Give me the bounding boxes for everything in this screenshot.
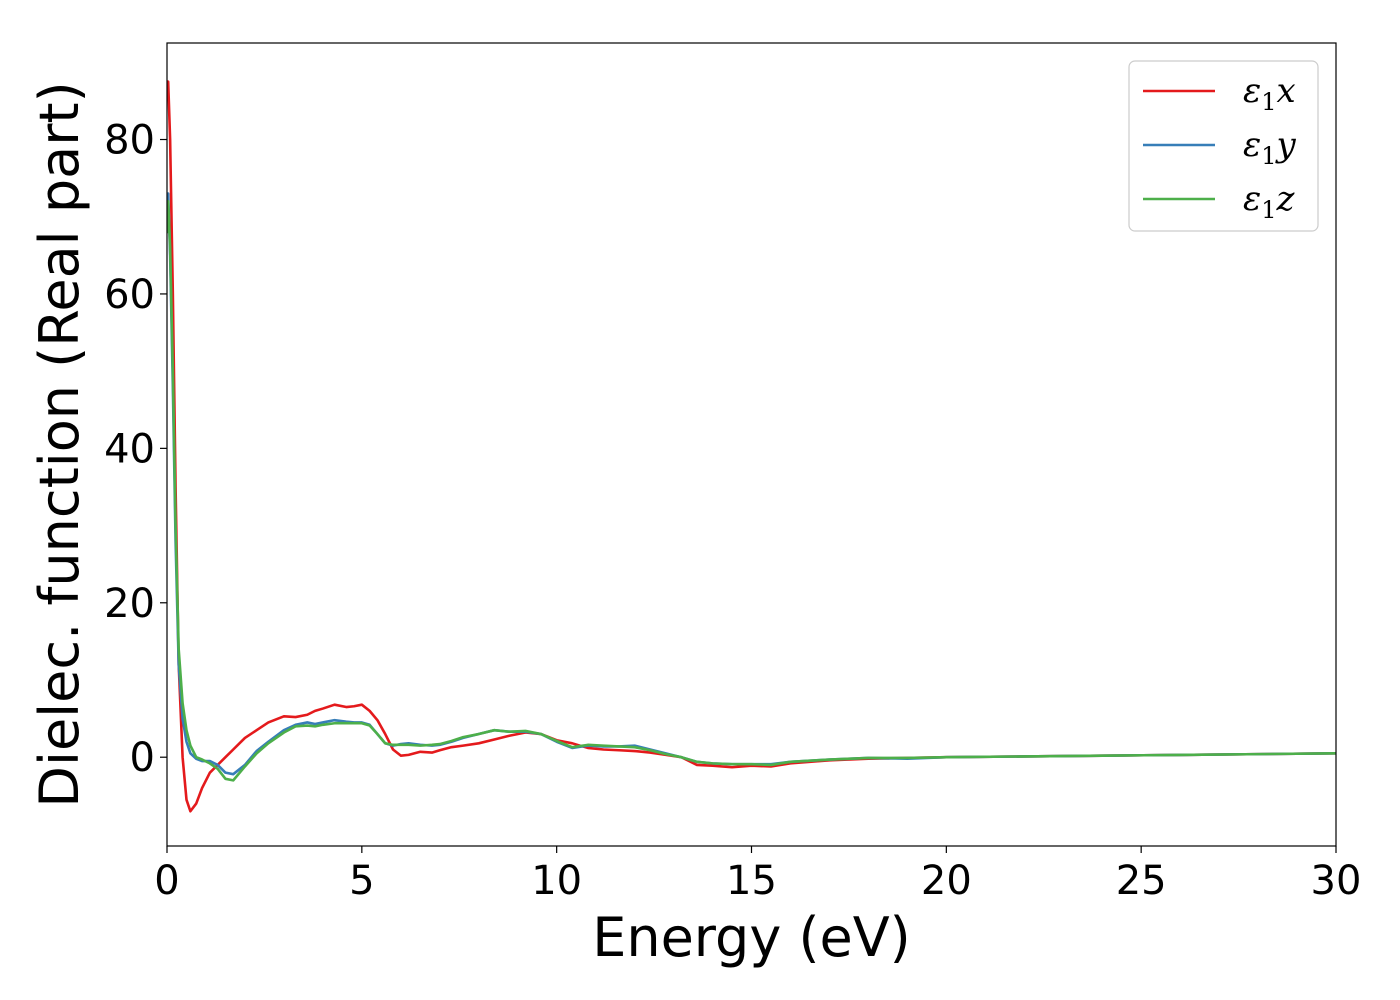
x-tick-label: 0 — [154, 858, 179, 904]
x-tick-label: 10 — [531, 858, 582, 904]
y-tick-label: 40 — [104, 426, 155, 472]
y-tick-label: 0 — [130, 735, 155, 781]
legend-box — [1128, 60, 1319, 232]
y-tick-label: 20 — [104, 581, 155, 627]
x-tick-label: 20 — [921, 858, 972, 904]
x-tick-label: 15 — [726, 858, 777, 904]
x-axis-label: Energy (eV) — [592, 906, 911, 969]
x-tick-label: 5 — [349, 858, 374, 904]
legend-entry-label: ε1x — [1243, 71, 1296, 116]
legend: ε1x ε1y ε1z — [1128, 60, 1319, 232]
x-axis-ticks: 0 5 10 15 20 25 30 — [154, 846, 1361, 904]
series-line-1 — [167, 80, 1336, 813]
x-tick-label: 25 — [1116, 858, 1167, 904]
y-tick-label: 80 — [104, 118, 155, 164]
y-tick-label: 60 — [104, 272, 155, 318]
series-line-3 — [167, 199, 1336, 782]
legend-entry-label: ε1z — [1243, 179, 1296, 224]
y-axis-label: Dielec. function (Real part) — [28, 81, 91, 807]
x-tick-label: 30 — [1311, 858, 1362, 904]
plot-series — [167, 80, 1336, 813]
legend-entry-label: ε1y — [1243, 125, 1297, 170]
y-axis-ticks: 0 20 40 60 80 — [104, 118, 167, 781]
